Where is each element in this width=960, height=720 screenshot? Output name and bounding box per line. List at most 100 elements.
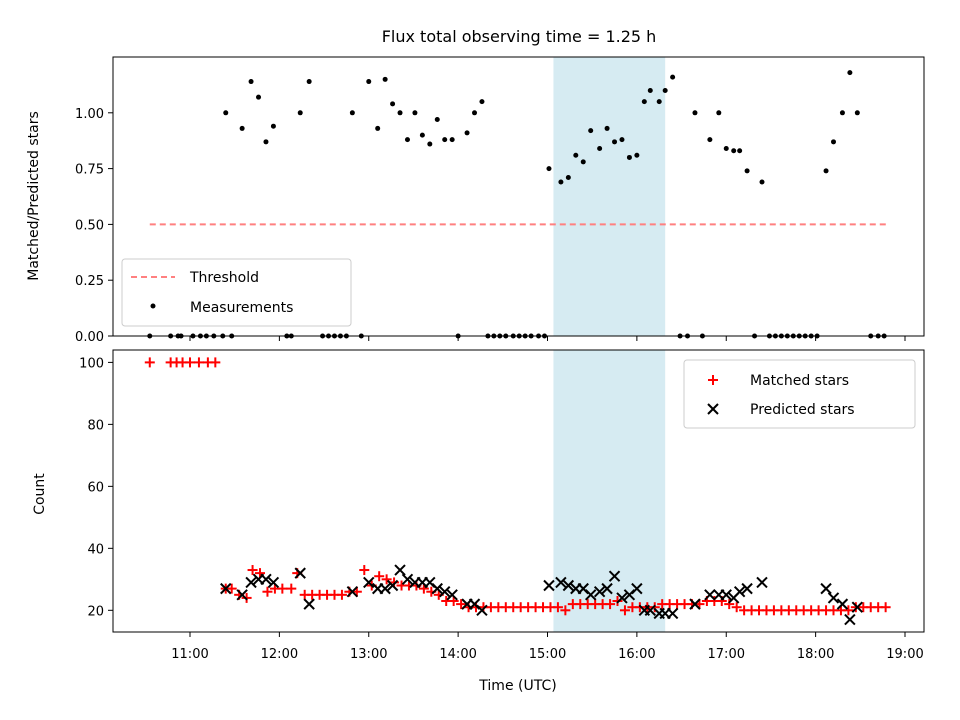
predicted-star-point — [720, 589, 732, 601]
measurement-point — [306, 79, 312, 85]
matched-star-point — [286, 583, 297, 594]
predicted-star-point — [562, 579, 575, 592]
predicted-star-point — [476, 604, 488, 617]
legend-measurements-label: Measurements — [190, 300, 293, 316]
measurement-point — [256, 94, 262, 100]
ratio-panel: 0.00 0.25 0.50 0.75 1.00 Matched/Predicted s… — [26, 56, 925, 345]
x-tick-label: 15:00 — [529, 647, 566, 662]
ratio-y-tick-label: 0.50 — [75, 218, 104, 233]
predicted-star-point — [386, 579, 399, 592]
measurement-point — [626, 154, 632, 160]
measurement-point — [580, 159, 586, 165]
matched-star-point — [277, 583, 288, 594]
matched-star-point — [843, 605, 854, 616]
matched-star-point — [381, 574, 392, 585]
counts-legend-box — [683, 359, 916, 429]
measurement-point — [831, 139, 836, 145]
measurement-point — [854, 110, 860, 116]
measurement-point — [634, 152, 640, 158]
matched-star-point — [560, 605, 571, 616]
predicted-stars-series — [220, 564, 864, 626]
measurement-point — [248, 79, 254, 85]
counts-y-axis: 20 40 60 80 100 — [79, 356, 113, 619]
predicted-star-point — [601, 582, 613, 595]
measurement-point — [604, 125, 610, 131]
measurement-point — [737, 148, 743, 154]
measurement-point — [597, 146, 603, 152]
measurement-point — [656, 99, 662, 105]
legend-matched-label: Matched stars — [750, 373, 849, 389]
predicted-star-point — [836, 598, 849, 610]
counts-y-tick-label: 100 — [79, 356, 104, 371]
measurement-point — [670, 74, 676, 80]
measurement-point — [382, 76, 388, 82]
measurement-point — [297, 110, 303, 116]
ratio-plot-frame — [112, 56, 925, 337]
measurement-point — [472, 110, 478, 116]
measurement-point — [573, 152, 579, 158]
predicted-star-point — [245, 576, 257, 589]
ratio-y-tick-label: 0.25 — [75, 274, 104, 289]
measurement-point — [263, 139, 269, 145]
x-tick-label: 19:00 — [886, 647, 923, 662]
counts-legend: Matched stars Predicted stars — [683, 359, 916, 429]
predicted-star-point — [844, 613, 856, 626]
x-tick-label: 16:00 — [618, 647, 655, 662]
x-tick-label: 13:00 — [350, 647, 387, 662]
x-tick-label: 14:00 — [439, 647, 476, 662]
matched-star-point — [605, 599, 616, 610]
predicted-star-point — [294, 567, 306, 579]
matched-star-point — [456, 599, 467, 610]
ratio-y-axis: 0.00 0.25 0.50 0.75 1.00 — [75, 107, 113, 345]
matched-star-point — [724, 599, 735, 610]
measurement-point — [839, 110, 845, 116]
measurement-point — [565, 175, 571, 181]
x-tick-label: 18:00 — [797, 647, 834, 662]
predicted-star-point — [543, 579, 555, 592]
ratio-x-ticks — [189, 336, 906, 341]
counts-panel: 20 40 60 80 100 11:00 12:00 13:00 14:00 15:00 16:… — [32, 349, 925, 694]
counts-y-tick-label: 40 — [87, 542, 104, 557]
predicted-star-point — [593, 586, 606, 598]
predicted-star-point — [446, 589, 458, 601]
measurement-point — [723, 146, 729, 152]
measurement-point — [419, 132, 425, 138]
measurement-point — [588, 128, 594, 134]
measurement-point — [716, 110, 722, 116]
predicted-star-point — [704, 589, 716, 601]
measurement-point — [404, 137, 410, 143]
chart-title: Flux total observing time = 1.25 h — [382, 27, 657, 46]
legend-x-marker — [707, 403, 719, 415]
counts-y-tick-label: 20 — [87, 604, 104, 619]
measurement-point — [847, 70, 853, 76]
matched-star-point — [262, 586, 273, 597]
measurement-point — [412, 110, 418, 116]
predicted-star-point — [260, 573, 272, 586]
ratio-legend: Threshold Measurements — [121, 258, 352, 327]
predicted-star-point — [666, 607, 679, 620]
legend-measurements-swatch — [150, 303, 156, 309]
counts-x-axis: 11:00 12:00 13:00 14:00 15:00 16:00 17:00 18:00… — [171, 632, 924, 662]
measurement-point — [731, 148, 737, 154]
predicted-star-point — [346, 586, 359, 598]
matched-star-point — [210, 357, 221, 368]
measurement-point — [375, 125, 381, 131]
matched-star-point — [552, 602, 563, 613]
shaded-interval-top — [553, 57, 666, 336]
predicted-star-point — [644, 604, 656, 617]
matched-star-point — [226, 583, 237, 594]
measurement-point — [546, 166, 552, 172]
predicted-star-point — [401, 573, 414, 586]
predicted-star-point — [827, 592, 840, 604]
predicted-star-point — [584, 589, 597, 601]
measurement-point — [270, 123, 276, 129]
matched-star-point — [731, 602, 742, 613]
matched-star-point — [374, 571, 385, 582]
legend-matched-swatch — [708, 375, 718, 385]
x-tick-label: 11:00 — [171, 647, 208, 662]
x-axis-label: Time (UTC) — [478, 678, 556, 694]
matched-star-point — [880, 602, 891, 613]
measurement-point — [707, 137, 713, 143]
ratio-y-axis-label: Matched/Predicted stars — [26, 111, 42, 281]
matched-star-point — [247, 565, 258, 576]
